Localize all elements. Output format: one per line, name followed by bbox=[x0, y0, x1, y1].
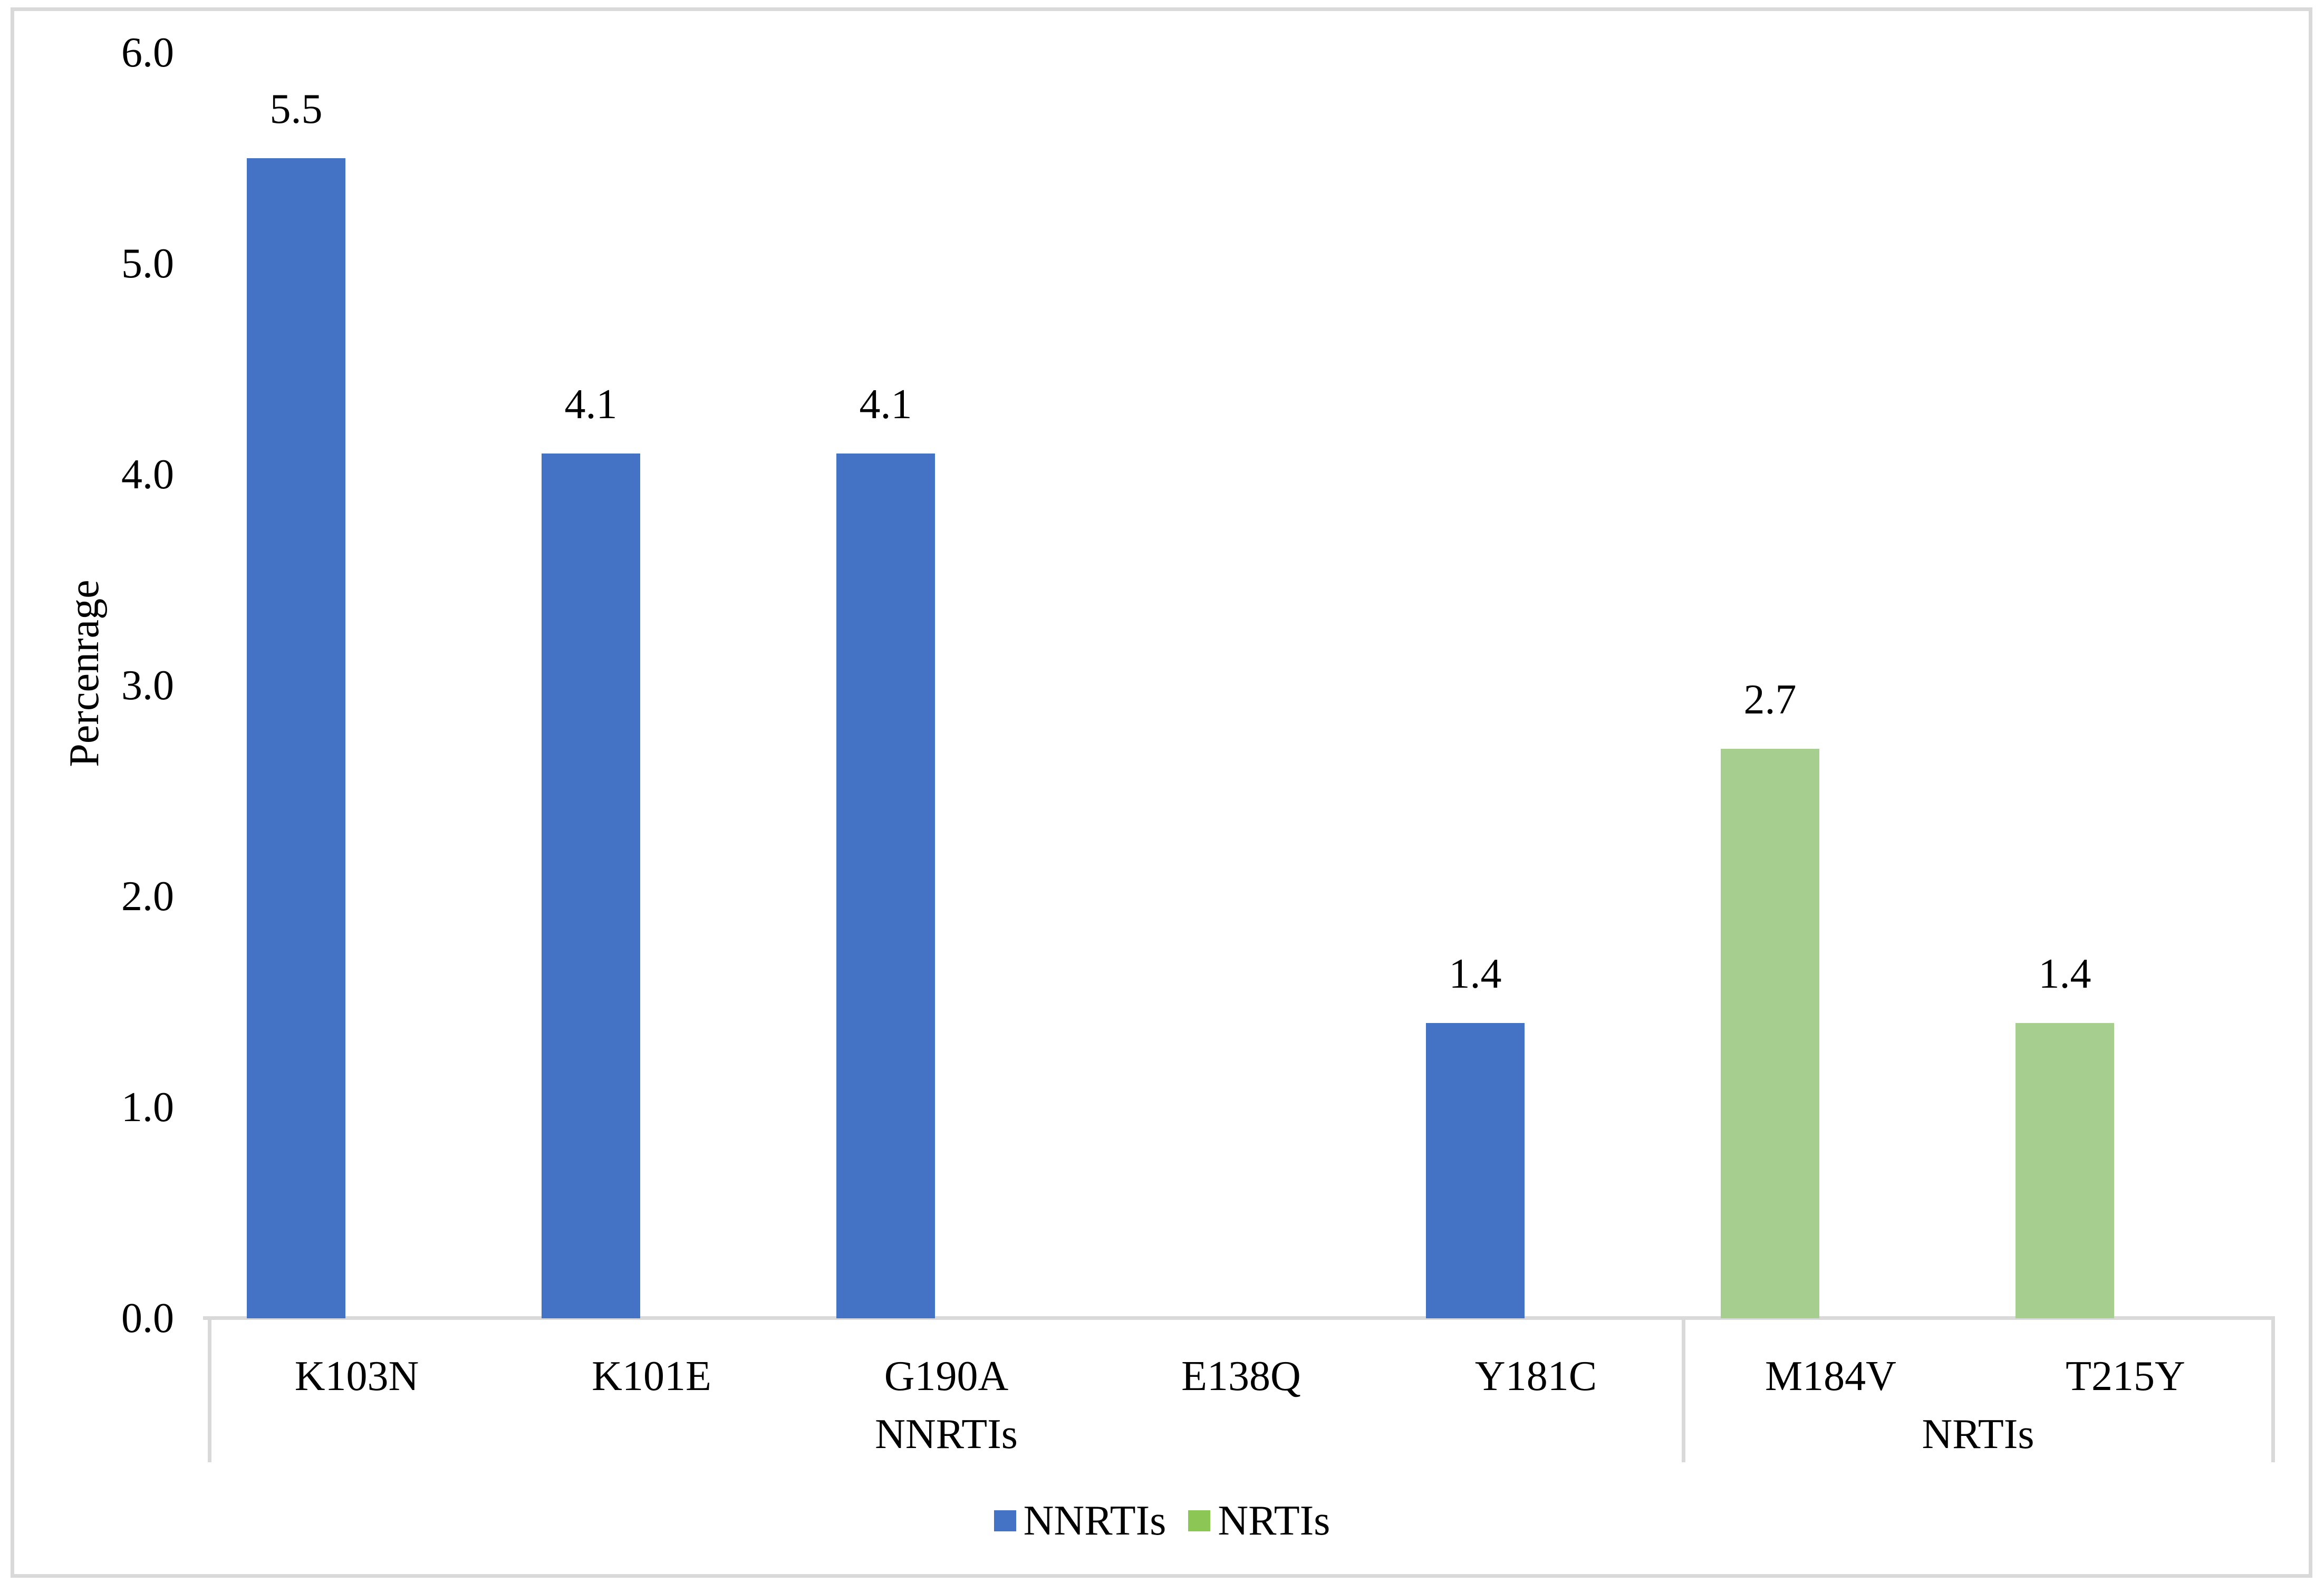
y-tick-label: 4.0 bbox=[121, 451, 174, 498]
legend: NNRTIs NRTIs bbox=[0, 1495, 2324, 1546]
category-label-g190a: G190A bbox=[884, 1353, 1009, 1400]
legend-swatch-nrtis-icon bbox=[1188, 1510, 1211, 1531]
category-label-k103n: K103N bbox=[294, 1353, 419, 1400]
category-label-e138q: E138Q bbox=[1181, 1353, 1301, 1400]
bar-g190a bbox=[836, 454, 935, 1318]
bar-k103n bbox=[247, 158, 345, 1318]
category-group-divider bbox=[1681, 1316, 1685, 1462]
y-tick-label: 5.0 bbox=[121, 240, 174, 287]
category-label-y181c: Y181C bbox=[1474, 1353, 1597, 1400]
category-label-t215y: T215Y bbox=[2066, 1353, 2185, 1400]
y-tick-label: 3.0 bbox=[121, 662, 174, 709]
value-label-t215y: 1.4 bbox=[2038, 951, 2091, 997]
group-label-nnrtis: NNRTIs bbox=[875, 1411, 1018, 1458]
category-group-divider bbox=[2271, 1316, 2275, 1462]
x-axis-line bbox=[203, 1316, 2275, 1320]
value-label-y181c: 1.4 bbox=[1449, 951, 1502, 997]
category-group-divider bbox=[207, 1316, 211, 1462]
y-tick-label: 6.0 bbox=[121, 30, 174, 76]
value-label-g190a: 4.1 bbox=[859, 381, 912, 428]
legend-label-nrtis: NRTIs bbox=[1218, 1498, 1330, 1544]
bar-y181c bbox=[1426, 1023, 1525, 1318]
legend-item-nnrtis: NNRTIs bbox=[994, 1495, 1166, 1546]
chart-border-frame bbox=[11, 7, 2312, 1578]
y-tick-label: 1.0 bbox=[121, 1084, 174, 1131]
y-tick-label: 0.0 bbox=[121, 1295, 174, 1342]
legend-item-nrtis: NRTIs bbox=[1188, 1495, 1330, 1546]
legend-label-nnrtis: NNRTIs bbox=[1023, 1498, 1166, 1544]
y-tick-label: 2.0 bbox=[121, 873, 174, 920]
bar-t215y bbox=[2016, 1023, 2114, 1318]
bar-k101e bbox=[542, 454, 640, 1318]
legend-swatch-nnrtis-icon bbox=[994, 1510, 1016, 1531]
value-label-m184v: 2.7 bbox=[1743, 677, 1797, 723]
value-label-k103n: 5.5 bbox=[269, 86, 323, 132]
value-label-k101e: 4.1 bbox=[564, 381, 618, 428]
group-label-nrtis: NRTIs bbox=[1922, 1411, 2034, 1458]
category-label-k101e: K101E bbox=[592, 1353, 711, 1400]
bar-m184v bbox=[1721, 749, 1819, 1318]
category-label-m184v: M184V bbox=[1765, 1353, 1896, 1400]
